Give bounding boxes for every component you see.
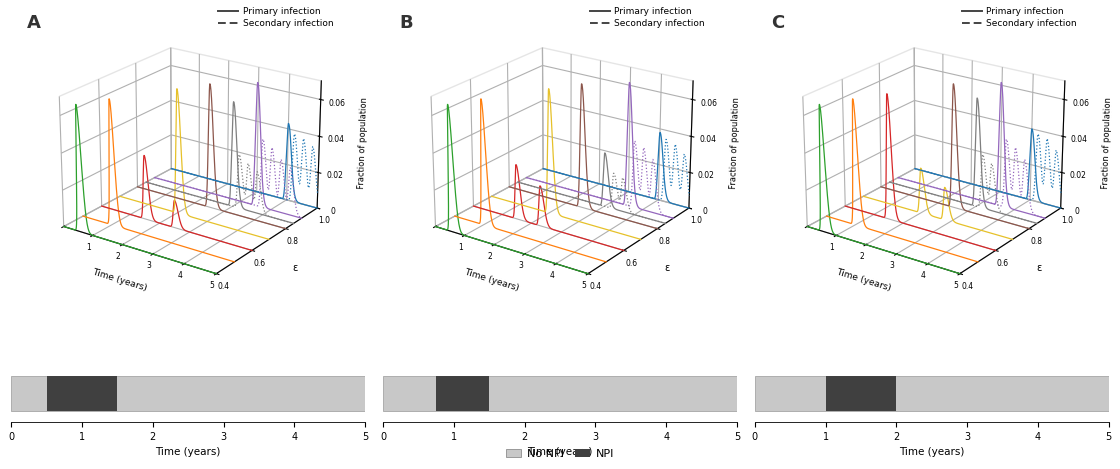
- X-axis label: Time (years): Time (years): [528, 447, 592, 457]
- Bar: [383, 376, 737, 411]
- Legend: Primary infection, Secondary infection: Primary infection, Secondary infection: [590, 7, 704, 28]
- Bar: [11, 376, 365, 411]
- X-axis label: Time (years): Time (years): [834, 268, 892, 293]
- Bar: [436, 376, 489, 411]
- Legend: Primary infection, Secondary infection: Primary infection, Secondary infection: [962, 7, 1076, 28]
- X-axis label: Time (years): Time (years): [91, 268, 148, 293]
- Bar: [755, 376, 1109, 411]
- Bar: [825, 376, 896, 411]
- Y-axis label: ε: ε: [292, 264, 298, 273]
- Text: B: B: [399, 14, 412, 32]
- X-axis label: Time (years): Time (years): [463, 268, 520, 293]
- Legend: Primary infection, Secondary infection: Primary infection, Secondary infection: [218, 7, 333, 28]
- Bar: [47, 376, 118, 411]
- X-axis label: Time (years): Time (years): [899, 447, 964, 457]
- X-axis label: Time (years): Time (years): [156, 447, 221, 457]
- Text: A: A: [27, 14, 41, 32]
- Y-axis label: ε: ε: [664, 264, 670, 273]
- Text: C: C: [771, 14, 784, 32]
- Y-axis label: ε: ε: [1036, 264, 1042, 273]
- Legend: No NPI, NPI: No NPI, NPI: [502, 445, 618, 463]
